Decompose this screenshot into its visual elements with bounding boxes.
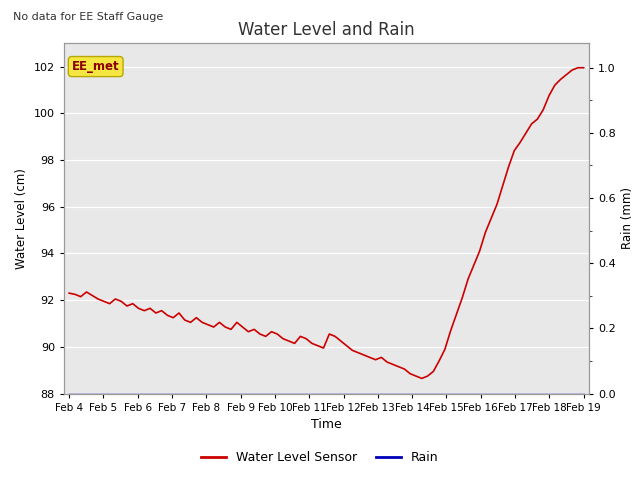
- Text: EE_met: EE_met: [72, 60, 120, 73]
- Y-axis label: Water Level (cm): Water Level (cm): [15, 168, 28, 269]
- Text: No data for EE Staff Gauge: No data for EE Staff Gauge: [13, 12, 163, 22]
- X-axis label: Time: Time: [311, 418, 342, 431]
- Title: Water Level and Rain: Water Level and Rain: [238, 21, 415, 39]
- Y-axis label: Rain (mm): Rain (mm): [621, 187, 634, 250]
- Legend: Water Level Sensor, Rain: Water Level Sensor, Rain: [196, 446, 444, 469]
